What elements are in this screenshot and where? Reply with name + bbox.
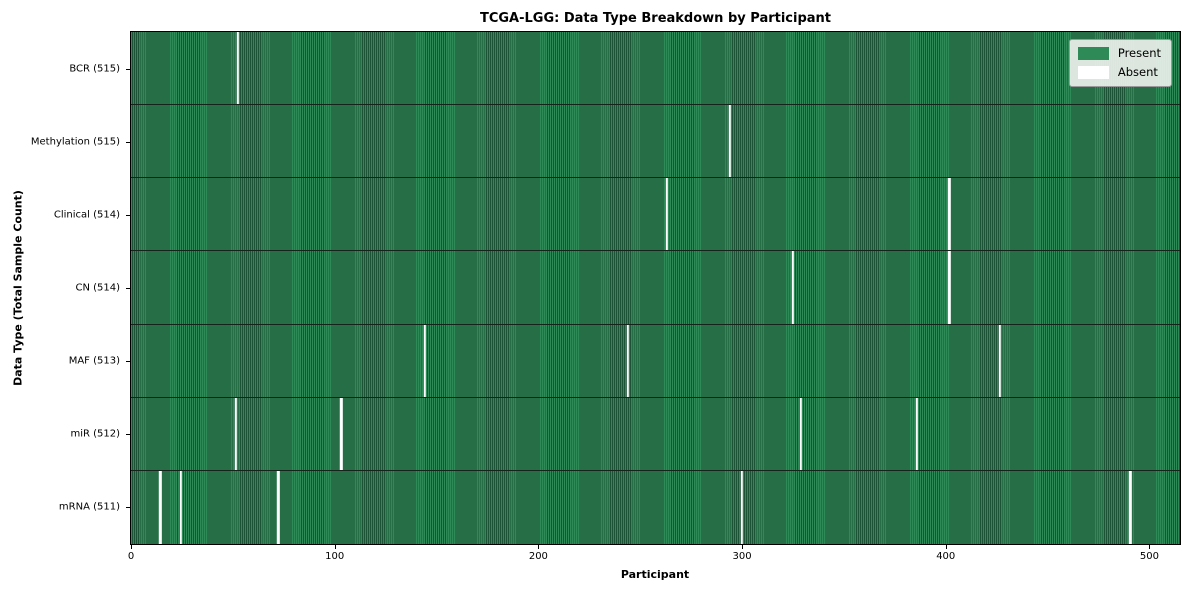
heatmap-row-mir	[131, 397, 1180, 471]
legend-label: Absent	[1117, 65, 1158, 79]
xtick-label-100: 100	[325, 551, 345, 562]
ytick-mark	[126, 288, 130, 289]
xtick-mark	[538, 545, 540, 549]
ytick-label-mrna: mRNA (511)	[58, 501, 120, 513]
absent-stripe-mir-386	[915, 397, 918, 470]
absent-stripe-maf-427	[998, 324, 1002, 397]
heatmap-row-clinical	[131, 178, 1180, 252]
x-axis-label: Participant	[620, 568, 690, 581]
absent-stripe-cn-325	[791, 251, 794, 324]
absent-stripe-maf-144	[423, 324, 426, 397]
heatmap-row-mrna	[131, 470, 1180, 544]
ytick-label-bcr: BCR (515)	[69, 63, 120, 75]
ytick-label-clinical: Clinical (514)	[53, 209, 120, 221]
xtick-label-500: 500	[1139, 551, 1159, 562]
xtick-label-400: 400	[936, 551, 956, 562]
xtick-mark	[742, 545, 744, 549]
ytick-mark	[126, 141, 130, 143]
ytick-mark	[126, 214, 130, 216]
absent-stripe-clinical-402	[948, 178, 951, 251]
xtick-mark	[945, 545, 947, 549]
absent-stripe-mir-51	[234, 397, 237, 470]
xtick-label-0: 0	[127, 551, 135, 562]
xtick-label-200: 200	[528, 551, 548, 562]
legend-swatch-absent	[1077, 66, 1109, 79]
heatmap-row-bcr	[131, 32, 1180, 106]
legend-label: Present	[1117, 46, 1161, 60]
absent-stripe-mir-103	[340, 397, 343, 470]
xtick-mark	[1149, 545, 1151, 549]
legend-item-absent: Absent	[1077, 65, 1161, 79]
absent-stripe-mrna-14	[159, 470, 162, 544]
ytick-mark	[126, 434, 130, 436]
absent-stripe-mrna-72	[277, 470, 280, 544]
absent-stripe-mrna-24	[179, 470, 182, 544]
chart-title: TCGA-LGG: Data Type Breakdown by Partici…	[479, 11, 832, 26]
ytick-label-maf: MAF (513)	[68, 355, 120, 367]
legend-swatch-present	[1077, 47, 1109, 60]
xtick-mark	[334, 545, 336, 549]
xtick-label-300: 300	[732, 551, 752, 562]
absent-stripe-mrna-300	[740, 470, 744, 544]
ytick-label-mir: miR (512)	[70, 428, 120, 440]
ytick-mark	[126, 361, 130, 363]
legend-item-present: Present	[1077, 46, 1161, 60]
absent-stripe-mir-329	[799, 397, 803, 470]
xtick-mark	[131, 545, 133, 549]
heatmap-row-methylation	[131, 105, 1180, 179]
legend: Present Absent	[1068, 39, 1172, 87]
ytick-mark	[126, 68, 130, 70]
heatmap-row-cn	[131, 251, 1180, 325]
heatmap-row-maf	[131, 324, 1180, 398]
ytick-mark	[126, 507, 130, 509]
absent-stripe-methylation-294	[728, 105, 731, 178]
ytick-label-methylation: Methylation (515)	[30, 136, 120, 148]
absent-stripe-clinical-263	[665, 178, 668, 251]
absent-stripe-bcr-52	[236, 32, 239, 105]
ytick-label-cn: CN (514)	[75, 282, 120, 294]
absent-stripe-cn-402	[948, 251, 951, 324]
plot-area: Present Absent	[130, 31, 1181, 545]
absent-stripe-maf-244	[626, 324, 630, 397]
absent-stripe-mrna-491	[1128, 470, 1132, 544]
